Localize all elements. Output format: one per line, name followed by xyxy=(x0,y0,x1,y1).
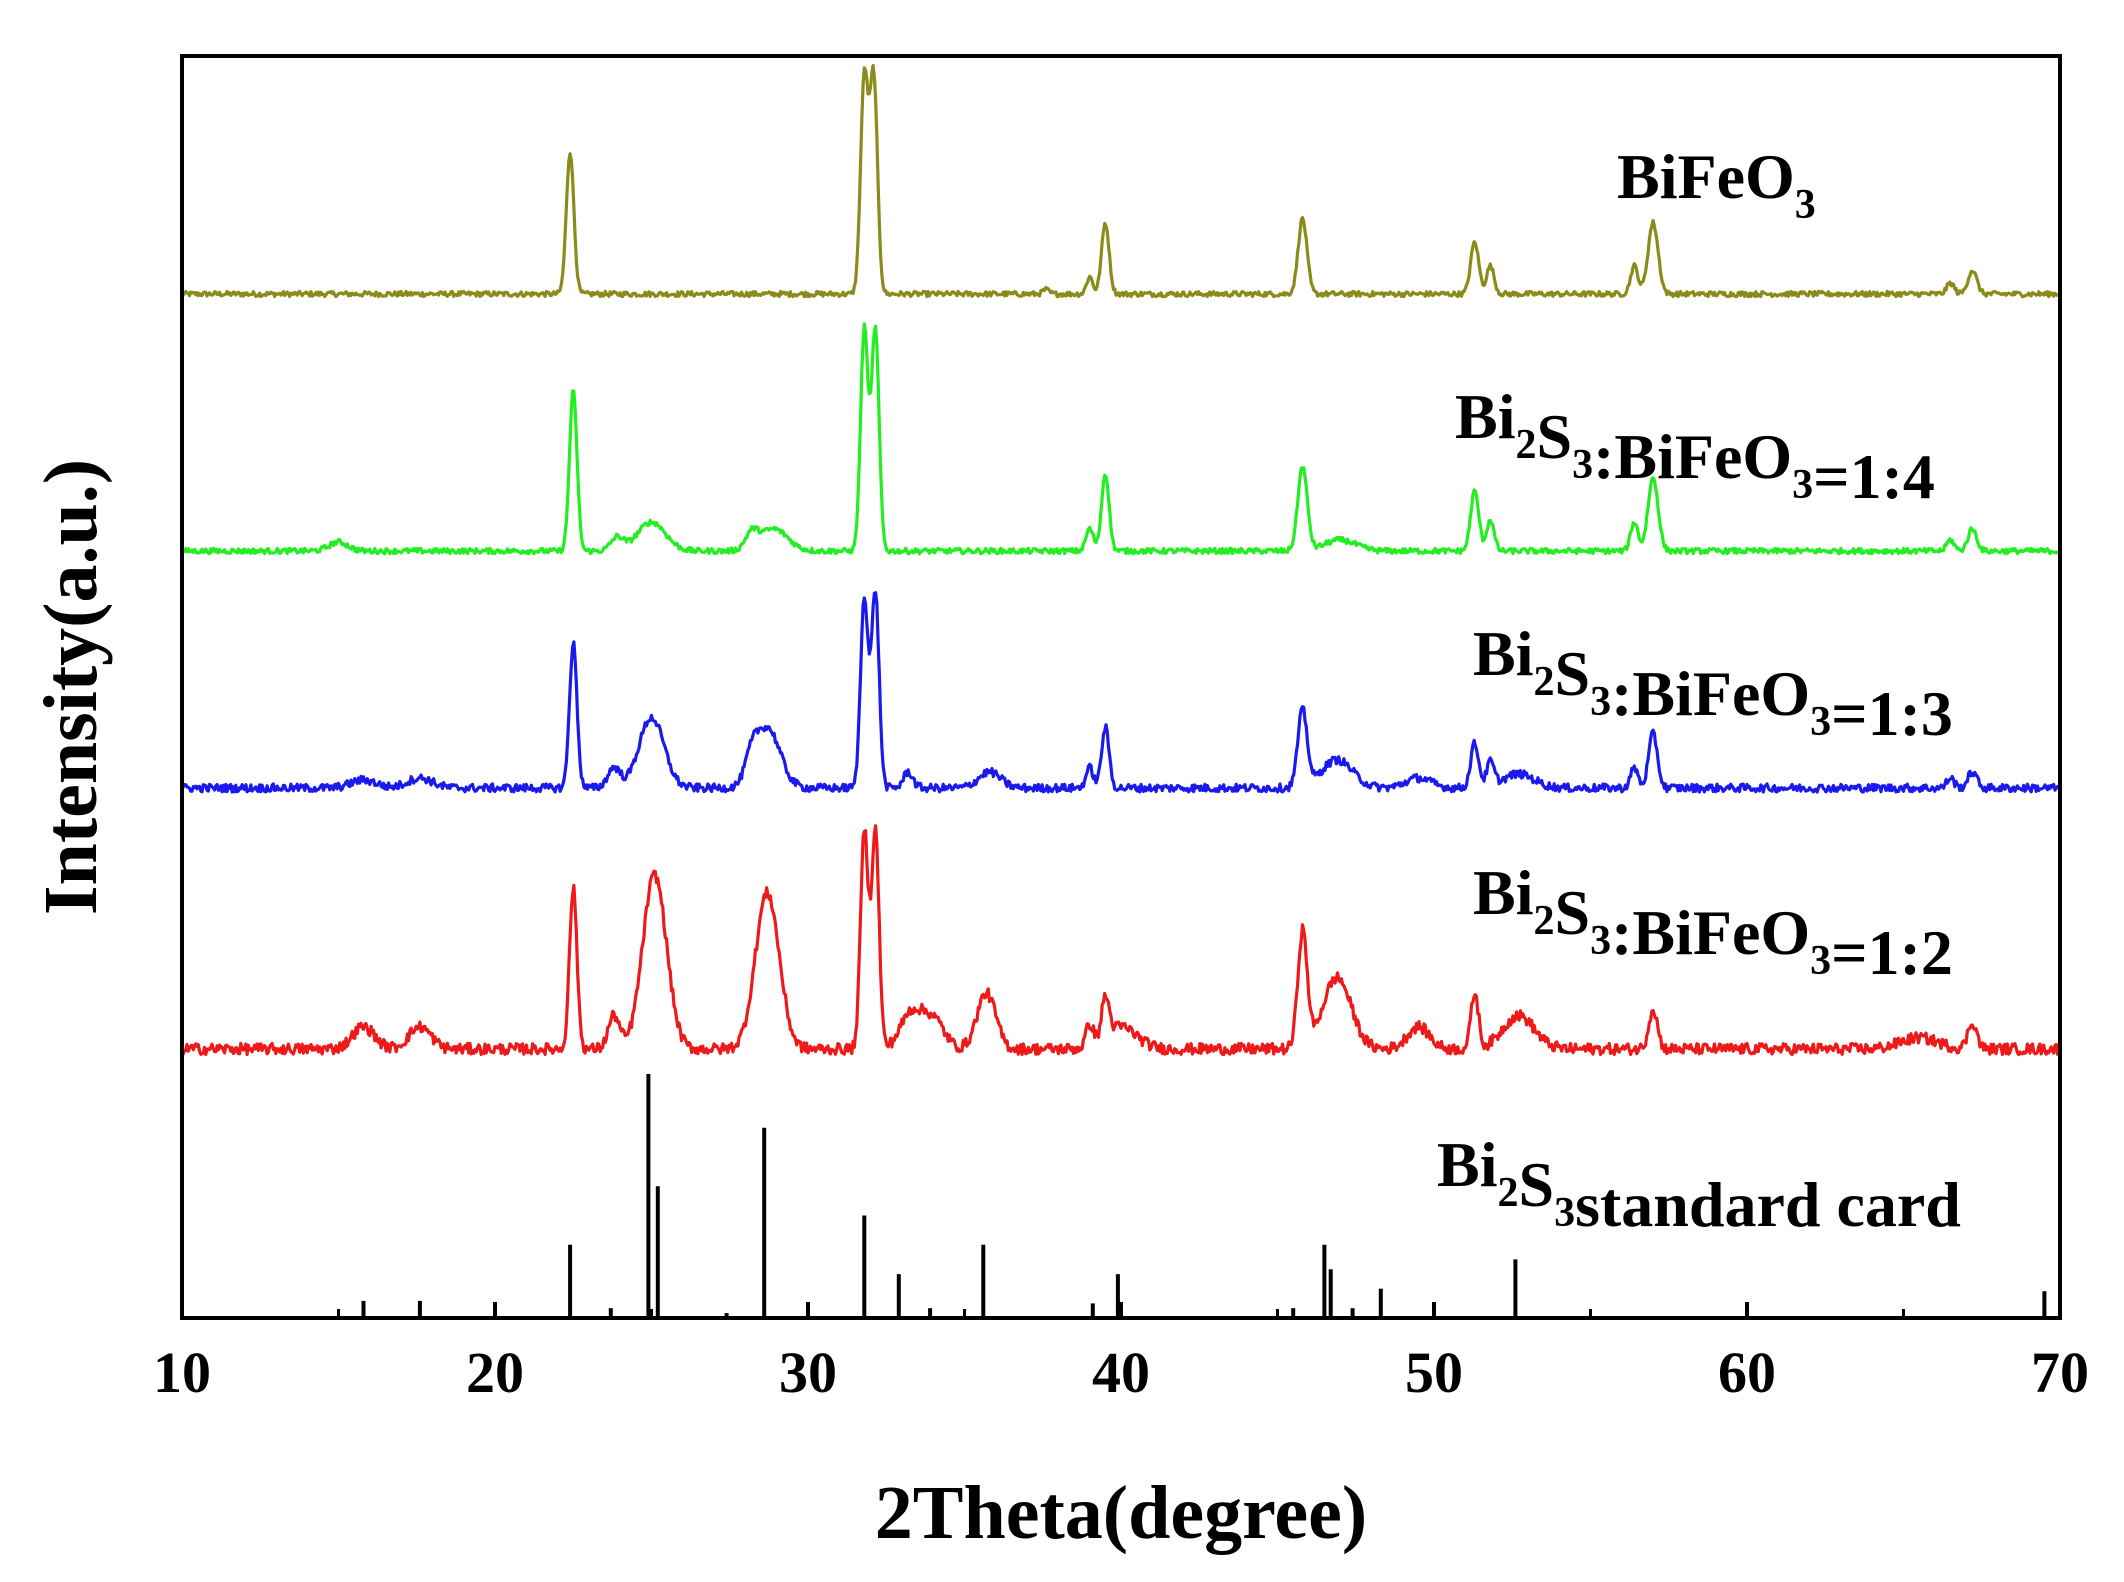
reference-sticks xyxy=(361,1074,2047,1318)
y-axis-title: Intensity(a.u.) xyxy=(29,459,113,915)
series-label-4: Bi2S3:BiFeO3=1:2 xyxy=(1473,857,1953,988)
x-tick-label: 30 xyxy=(779,1340,837,1405)
xrd-trace-1 xyxy=(180,63,2061,299)
x-tick-label: 40 xyxy=(1092,1340,1150,1405)
series-labels: BiFeO3 Bi2S3:BiFeO3=1:4 Bi2S3:BiFeO3=1:3 Bi… xyxy=(1437,141,1961,1240)
series-label-3: Bi2S3:BiFeO3=1:3 xyxy=(1473,618,1953,749)
xrd-traces xyxy=(180,63,2062,1057)
reference-label: Bi2S3standard card xyxy=(1437,1129,1961,1240)
series-label-1: BiFeO3 xyxy=(1617,141,1816,228)
x-tick-label: 20 xyxy=(466,1340,524,1405)
xrd-trace-2 xyxy=(180,322,2062,556)
xrd-trace-3 xyxy=(180,591,2062,794)
xrd-trace-4 xyxy=(180,824,2062,1057)
x-tick-label: 10 xyxy=(153,1340,211,1405)
x-tick-label: 50 xyxy=(1405,1340,1463,1405)
x-axis-ticks: 10 20 30 40 50 60 70 xyxy=(153,1302,2089,1405)
series-label-2: Bi2S3:BiFeO3=1:4 xyxy=(1455,381,1935,512)
x-tick-label: 60 xyxy=(1718,1340,1776,1405)
x-axis-title: 2Theta(degree) xyxy=(875,1471,1367,1555)
x-tick-label: 70 xyxy=(2031,1340,2089,1405)
